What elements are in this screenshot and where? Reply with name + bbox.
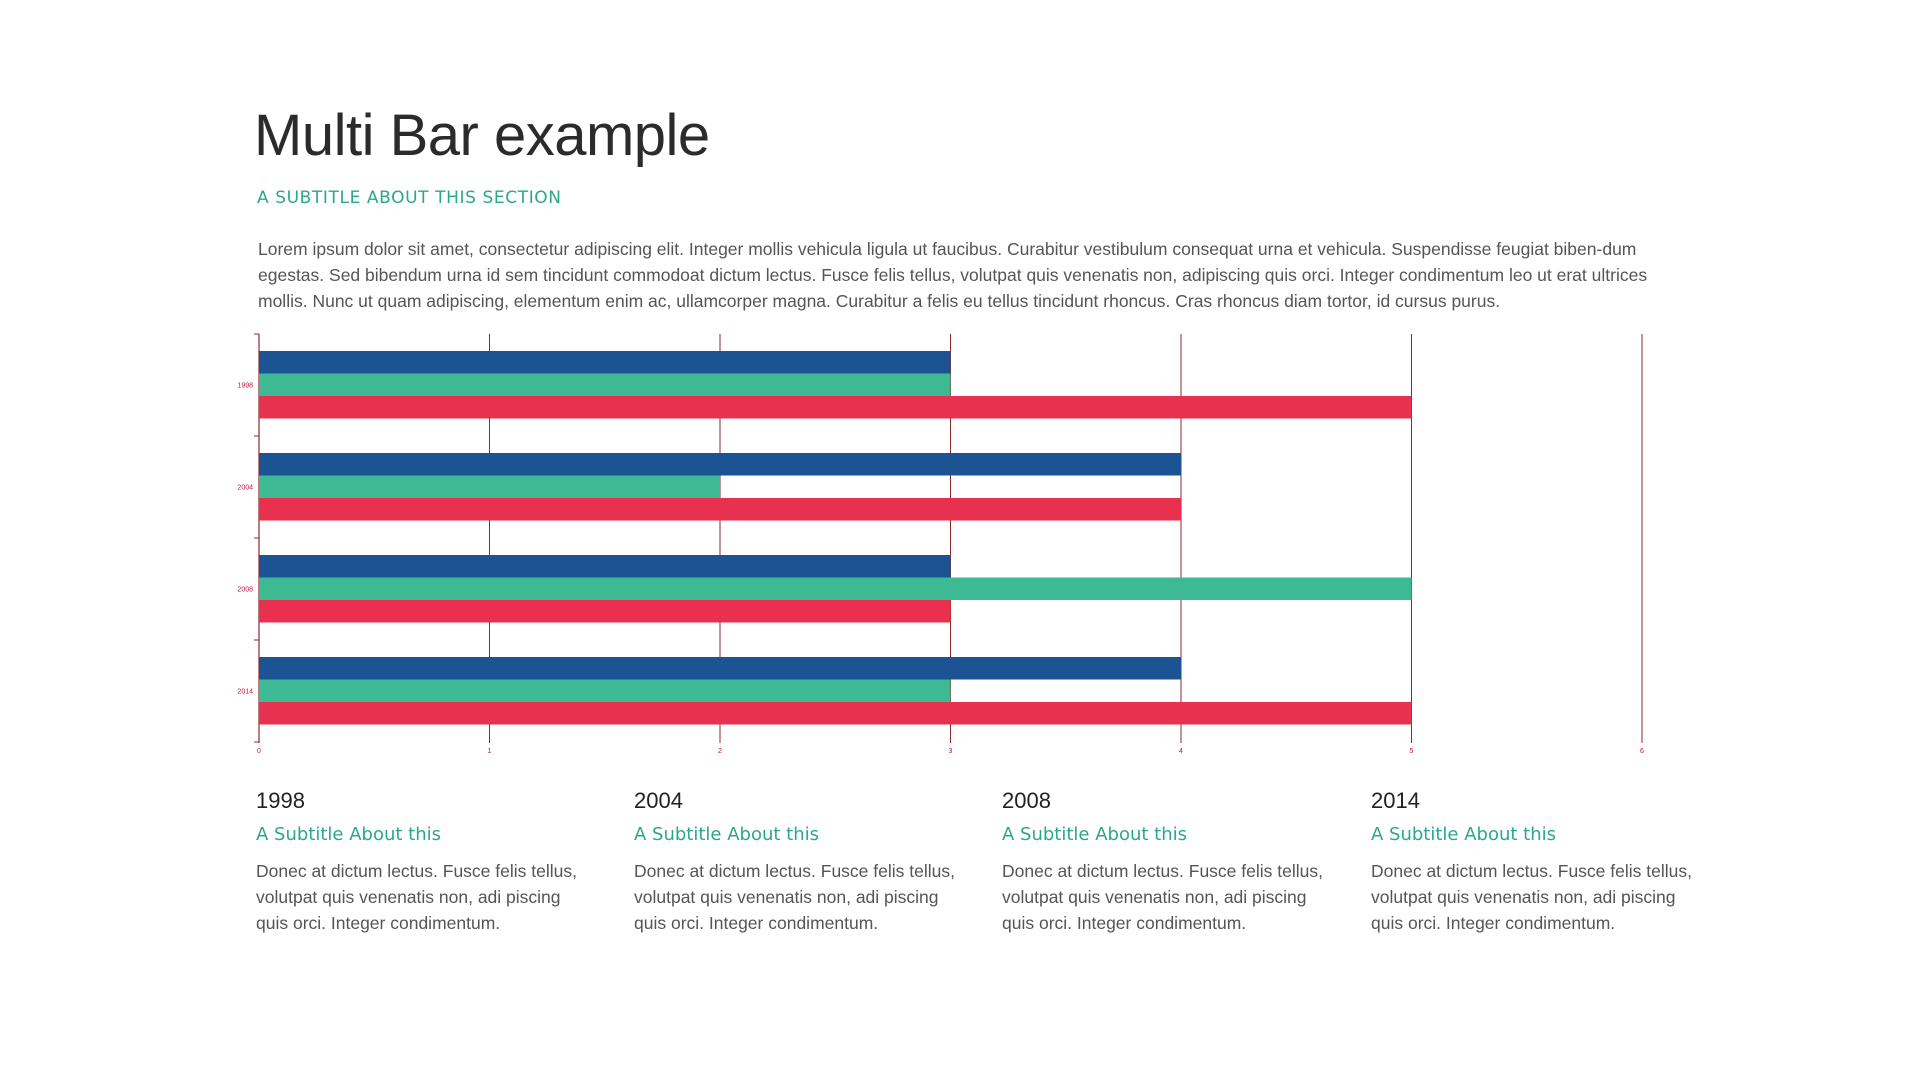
x-tick-label: 0 xyxy=(257,748,261,755)
bar xyxy=(259,396,1412,419)
column-text: Donec at dictum lectus. Fusce felis tell… xyxy=(1371,861,1692,933)
multi-bar-chart: 0 1 2 3 4 5 6 1998 2004 2008 2014 xyxy=(237,333,1644,755)
column-text: Donec at dictum lectus. Fusce felis tell… xyxy=(1002,861,1323,933)
column-subtitle: A Subtitle About this xyxy=(256,824,441,845)
column-subtitle: A Subtitle About this xyxy=(634,824,819,845)
x-tick-label: 6 xyxy=(1640,748,1644,755)
info-column-1: 1998 A Subtitle About this Donec at dict… xyxy=(256,788,586,936)
bar xyxy=(259,679,951,702)
y-category-label: 2008 xyxy=(237,586,253,593)
x-tick-label: 4 xyxy=(1179,748,1183,755)
x-tick-label: 3 xyxy=(949,748,953,755)
info-column-2: 2004 A Subtitle About this Donec at dict… xyxy=(634,788,964,936)
bar xyxy=(259,453,1181,476)
column-year: 2008 xyxy=(1002,788,1051,813)
info-column-3: 2008 A Subtitle About this Donec at dict… xyxy=(1002,788,1332,936)
column-year: 2004 xyxy=(634,788,683,813)
y-category-label: 2014 xyxy=(237,688,253,695)
column-text: Donec at dictum lectus. Fusce felis tell… xyxy=(256,861,577,933)
bar xyxy=(259,702,1412,725)
column-year: 2014 xyxy=(1371,788,1420,813)
bar xyxy=(259,600,951,623)
bar xyxy=(259,475,720,498)
bar xyxy=(259,373,951,396)
y-category-label: 2004 xyxy=(237,484,253,491)
intro-paragraph: Lorem ipsum dolor sit amet, consectetur … xyxy=(258,239,1648,311)
column-year: 1998 xyxy=(256,788,305,813)
bar xyxy=(259,555,951,578)
x-tick-label: 1 xyxy=(488,748,492,755)
column-text: Donec at dictum lectus. Fusce felis tell… xyxy=(634,861,955,933)
column-subtitle: A Subtitle About this xyxy=(1002,824,1187,845)
y-category-label: 1998 xyxy=(237,382,253,389)
column-subtitle: A Subtitle About this xyxy=(1371,824,1556,845)
bar xyxy=(259,577,1412,600)
page-title: Multi Bar example xyxy=(254,103,710,168)
bar xyxy=(259,351,951,374)
bar xyxy=(259,657,1181,680)
x-tick-label: 2 xyxy=(718,748,722,755)
info-column-4: 2014 A Subtitle About this Donec at dict… xyxy=(1371,788,1701,936)
x-tick-label: 5 xyxy=(1410,748,1414,755)
section-subtitle: A SUBTITLE ABOUT THIS SECTION xyxy=(257,188,562,208)
bar xyxy=(259,498,1181,521)
